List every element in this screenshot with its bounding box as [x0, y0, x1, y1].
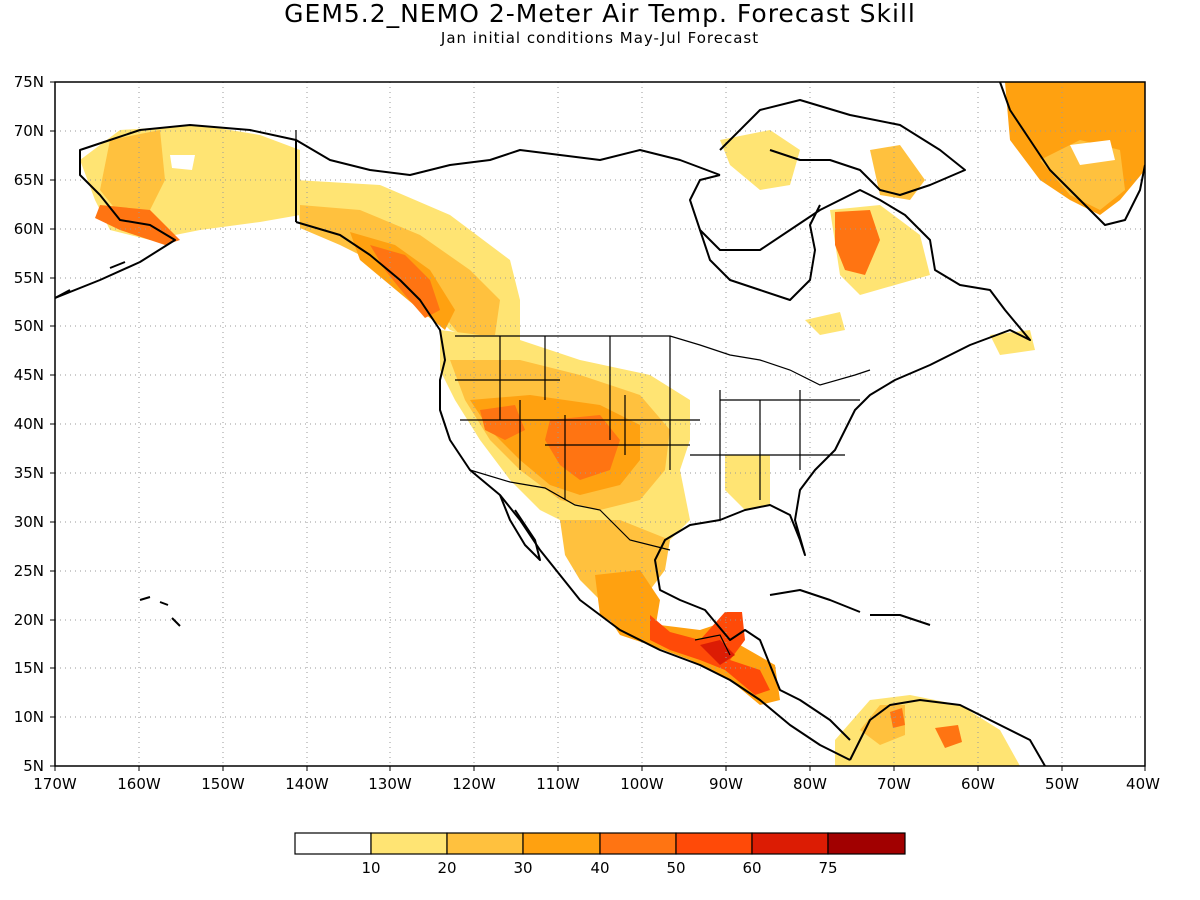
lat-label: 30N — [14, 513, 44, 531]
shade-baffin-30 — [870, 145, 925, 200]
colorbar-swatch — [446, 832, 524, 855]
lon-label: 140W — [285, 775, 329, 793]
lat-label: 45N — [14, 366, 44, 384]
lat-label: 5N — [23, 757, 44, 775]
shade-baffin-20 — [720, 130, 800, 190]
coast-hawaii — [139, 596, 181, 627]
colorbar-label: 10 — [361, 859, 380, 877]
lon-label: 120W — [452, 775, 496, 793]
coast-arctic — [295, 139, 721, 176]
lon-label: 40W — [1126, 775, 1160, 793]
lat-label: 20N — [14, 611, 44, 629]
lon-label: 70W — [877, 775, 911, 793]
map-title: GEM5.2_NEMO 2-Meter Air Temp. Forecast S… — [284, 0, 916, 28]
lat-label: 70N — [14, 122, 44, 140]
colorbar-swatch — [675, 832, 753, 855]
coast-baja — [499, 494, 541, 561]
coast-greenland — [999, 82, 1145, 226]
lon-label: 50W — [1045, 775, 1079, 793]
coast-hispaniola — [870, 614, 931, 626]
coast-gulf — [654, 174, 1031, 741]
lat-labels: 75N 70N 65N 60N 55N 50N 45N 40N 35N 30N … — [14, 73, 44, 775]
border-us-mexico — [469, 469, 671, 551]
coast-hudson — [699, 204, 821, 301]
lat-label: 15N — [14, 659, 44, 677]
shade-mexico-40 — [595, 570, 660, 630]
shade-greenland-white — [1070, 140, 1115, 165]
coast-alaska — [55, 124, 297, 299]
colorbar-label: 30 — [513, 859, 532, 877]
shade-wus-50 — [480, 405, 525, 440]
shade-seus-20 — [725, 455, 770, 510]
colorbar-swatch — [370, 832, 448, 855]
borders — [295, 130, 871, 656]
border-guatemala — [694, 634, 731, 656]
colorbar-label: 60 — [742, 859, 761, 877]
lat-label: 25N — [14, 562, 44, 580]
map-subtitle: Jan initial conditions May-Jul Forecast — [440, 29, 760, 47]
shade-maritimes-20 — [990, 330, 1035, 355]
shade-bccoast-50 — [370, 245, 440, 318]
colorbar-label: 75 — [818, 859, 837, 877]
shade-alaska-30 — [100, 130, 165, 215]
coast-pacific-nw — [295, 221, 851, 761]
colorbar-swatch — [294, 832, 372, 855]
skill-shading — [80, 82, 1145, 766]
states-grid — [455, 336, 860, 520]
lon-label: 170W — [33, 775, 77, 793]
lat-label: 10N — [14, 708, 44, 726]
lat-label: 65N — [14, 171, 44, 189]
lat-label: 35N — [14, 464, 44, 482]
shade-quebec-40 — [835, 210, 880, 275]
lon-label: 130W — [368, 775, 412, 793]
colorbar-label: 40 — [590, 859, 609, 877]
coast-samerica — [849, 699, 1046, 766]
lat-label: 55N — [14, 269, 44, 287]
colorbar: 10 20 30 40 50 60 75 — [294, 832, 906, 877]
lon-label: 60W — [961, 775, 995, 793]
lon-label: 160W — [117, 775, 161, 793]
lat-label: 50N — [14, 317, 44, 335]
coast-baffin — [719, 99, 966, 196]
lon-label: 100W — [620, 775, 664, 793]
lat-label: 40N — [14, 415, 44, 433]
lat-label: 75N — [14, 73, 44, 91]
lat-label: 60N — [14, 220, 44, 238]
lon-labels: 170W 160W 150W 140W 130W 120W 110W 100W … — [33, 775, 1160, 793]
colorbar-swatch — [827, 832, 906, 855]
colorbar-label: 50 — [666, 859, 685, 877]
gridlines — [55, 82, 1145, 766]
coast-aleutians — [55, 261, 126, 299]
lon-label: 80W — [793, 775, 827, 793]
lon-label: 150W — [201, 775, 245, 793]
coastlines — [55, 82, 1145, 766]
colorbar-swatch — [522, 832, 601, 855]
colorbar-swatch — [599, 832, 677, 855]
shade-samerica-50b — [935, 725, 962, 748]
colorbar-label: 20 — [437, 859, 456, 877]
border-us-canada — [455, 335, 871, 386]
axis-ticks — [50, 81, 1146, 771]
lon-label: 90W — [709, 775, 743, 793]
shade-qc-south-20 — [805, 312, 845, 335]
lon-label: 110W — [536, 775, 580, 793]
colorbar-swatch — [751, 832, 829, 855]
shade-rockies-50 — [545, 415, 620, 480]
shade-alaska-white — [170, 155, 195, 170]
coast-caribbean-cuba — [769, 589, 861, 613]
